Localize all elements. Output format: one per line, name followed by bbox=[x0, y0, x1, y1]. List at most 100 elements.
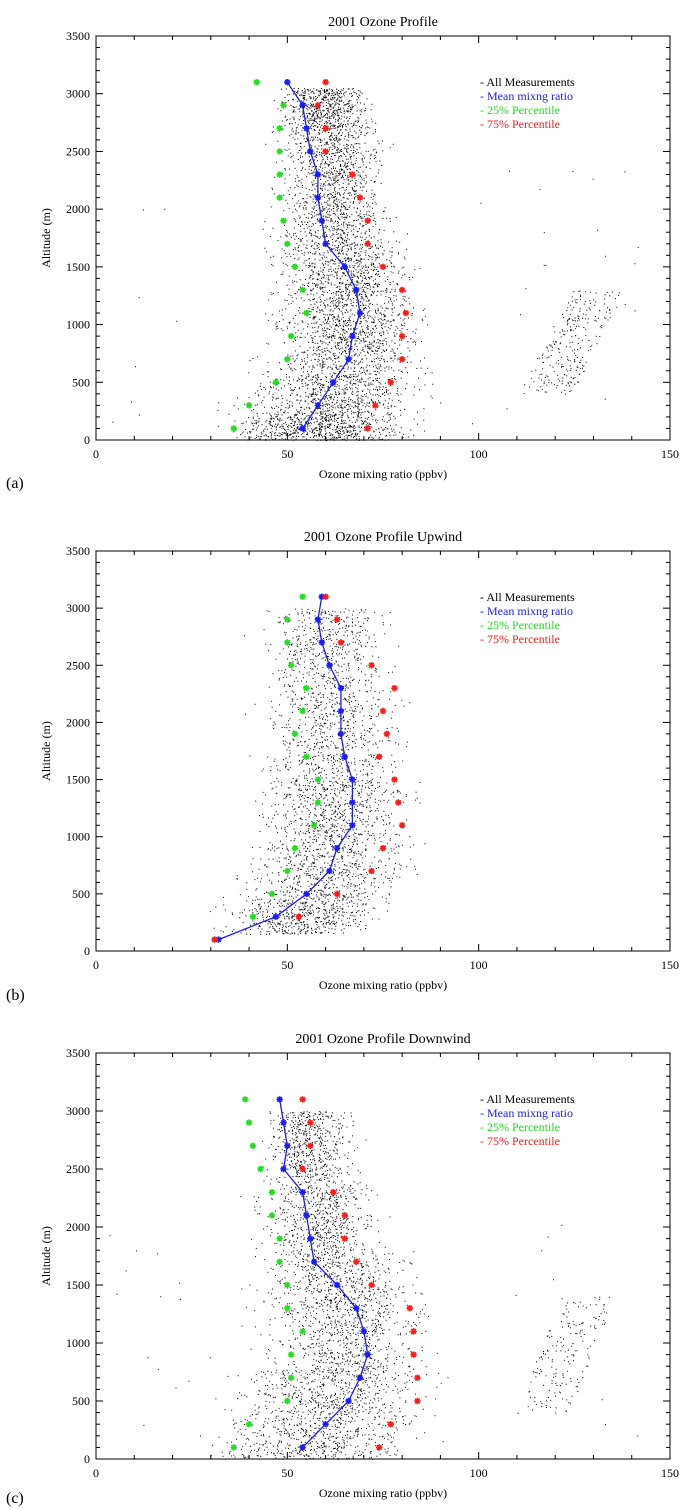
data-point bbox=[299, 1328, 306, 1335]
data-point bbox=[307, 1119, 314, 1126]
series-mean-mixng-ratio bbox=[276, 1096, 371, 1451]
data-point bbox=[364, 425, 371, 432]
data-point bbox=[349, 171, 356, 178]
data-point bbox=[303, 1212, 310, 1219]
x-tick-label: 100 bbox=[470, 958, 488, 972]
x-axis-label: Ozone mixing ratio (ppbv) bbox=[319, 467, 447, 481]
data-point bbox=[368, 867, 375, 875]
data-point bbox=[310, 822, 318, 829]
legend: - All Measurements- Mean mixng ratio- 25… bbox=[480, 590, 575, 646]
data-point bbox=[303, 753, 310, 760]
data-point bbox=[414, 1397, 421, 1405]
x-tick-label: 50 bbox=[281, 958, 293, 972]
data-point bbox=[314, 171, 322, 178]
data-point bbox=[276, 194, 283, 201]
data-point bbox=[276, 125, 283, 132]
data-point bbox=[303, 684, 310, 692]
data-point bbox=[398, 332, 406, 340]
series-75-percentile bbox=[211, 593, 406, 943]
data-point bbox=[314, 616, 322, 623]
data-point bbox=[299, 425, 306, 432]
data-point bbox=[280, 217, 287, 224]
data-point bbox=[257, 1165, 264, 1173]
data-point bbox=[287, 1374, 295, 1381]
legend-entry: - 25% Percentile bbox=[480, 103, 560, 117]
data-point bbox=[303, 125, 310, 132]
data-point bbox=[245, 402, 253, 409]
data-point bbox=[345, 356, 352, 363]
data-point bbox=[291, 844, 299, 852]
legend: - All Measurements- Mean mixng ratio- 25… bbox=[480, 75, 575, 131]
data-point bbox=[387, 379, 394, 386]
data-point bbox=[326, 662, 333, 669]
chart-title: 2001 Ozone Profile Downwind bbox=[295, 1032, 470, 1047]
data-point bbox=[349, 332, 356, 340]
data-point bbox=[368, 662, 375, 669]
data-point bbox=[284, 867, 291, 875]
y-axis-label: Altitude (m) bbox=[39, 1226, 53, 1286]
x-axis: 0 50 100 150 Ozone mixing ratio (ppbv) bbox=[93, 1053, 679, 1500]
data-point bbox=[353, 286, 360, 294]
data-point bbox=[284, 1281, 291, 1289]
data-point bbox=[398, 356, 406, 363]
y-tick-label: 3000 bbox=[66, 1104, 90, 1118]
series-25-percentile bbox=[230, 1096, 306, 1451]
data-point bbox=[330, 1189, 337, 1196]
data-point bbox=[341, 263, 348, 271]
data-point bbox=[299, 286, 306, 294]
data-point bbox=[307, 1235, 314, 1242]
legend-entry: - 25% Percentile bbox=[480, 1120, 560, 1134]
data-point bbox=[372, 402, 379, 409]
data-point bbox=[379, 844, 387, 852]
data-point bbox=[284, 1305, 291, 1312]
data-point bbox=[375, 753, 383, 760]
data-point bbox=[333, 890, 341, 898]
data-point bbox=[284, 240, 291, 247]
data-point bbox=[364, 217, 371, 224]
data-point bbox=[268, 890, 276, 898]
x-tick-label: 50 bbox=[281, 1466, 293, 1480]
data-point bbox=[230, 1444, 237, 1451]
data-point bbox=[245, 1421, 253, 1428]
data-point bbox=[406, 1305, 413, 1312]
y-tick-label: 0 bbox=[84, 1452, 90, 1466]
y-tick-label: 3000 bbox=[66, 87, 90, 101]
data-point bbox=[395, 799, 402, 806]
data-point bbox=[276, 171, 283, 178]
data-point bbox=[268, 1212, 276, 1219]
x-tick-label: 100 bbox=[470, 1466, 488, 1480]
chart-panel-3: 0 50 100 150 Ozone mixing ratio (ppbv) 0 500 10… bbox=[6, 1032, 679, 1507]
data-point bbox=[318, 217, 325, 224]
y-axis-label: Altitude (m) bbox=[39, 208, 53, 268]
data-point bbox=[284, 639, 291, 646]
data-point bbox=[322, 78, 329, 86]
legend-entry: - All Measurements bbox=[480, 1092, 575, 1106]
series-75-percentile bbox=[314, 78, 410, 432]
data-point bbox=[379, 707, 387, 715]
plot-area-frame bbox=[95, 550, 671, 952]
x-axis-label: Ozone mixing ratio (ppbv) bbox=[319, 978, 447, 992]
data-point bbox=[322, 148, 329, 155]
panel-label: (c) bbox=[6, 1490, 24, 1507]
data-point bbox=[364, 240, 371, 247]
data-point bbox=[287, 332, 295, 340]
data-point bbox=[318, 593, 325, 600]
data-point bbox=[322, 593, 329, 600]
data-point bbox=[318, 639, 325, 646]
y-tick-label: 3500 bbox=[66, 544, 90, 558]
y-tick-label: 2500 bbox=[66, 658, 90, 672]
data-point bbox=[383, 730, 391, 738]
y-tick-label: 500 bbox=[72, 1394, 90, 1408]
data-point bbox=[341, 1235, 348, 1242]
data-point bbox=[349, 776, 356, 783]
x-axis: 0 50 100 150 Ozone mixing ratio (ppbv) bbox=[93, 551, 679, 992]
data-point bbox=[314, 102, 322, 109]
data-point bbox=[284, 1142, 291, 1149]
plot-area-frame bbox=[95, 1052, 671, 1460]
y-axis: 0 500 1000 1500 2000 2500 3000 3500 Altitude (m) bbox=[39, 29, 670, 447]
y-tick-label: 2000 bbox=[66, 202, 90, 216]
data-point bbox=[356, 1374, 364, 1381]
data-point bbox=[299, 1096, 306, 1103]
series-75-percentile bbox=[299, 1096, 421, 1451]
data-point bbox=[356, 194, 364, 201]
